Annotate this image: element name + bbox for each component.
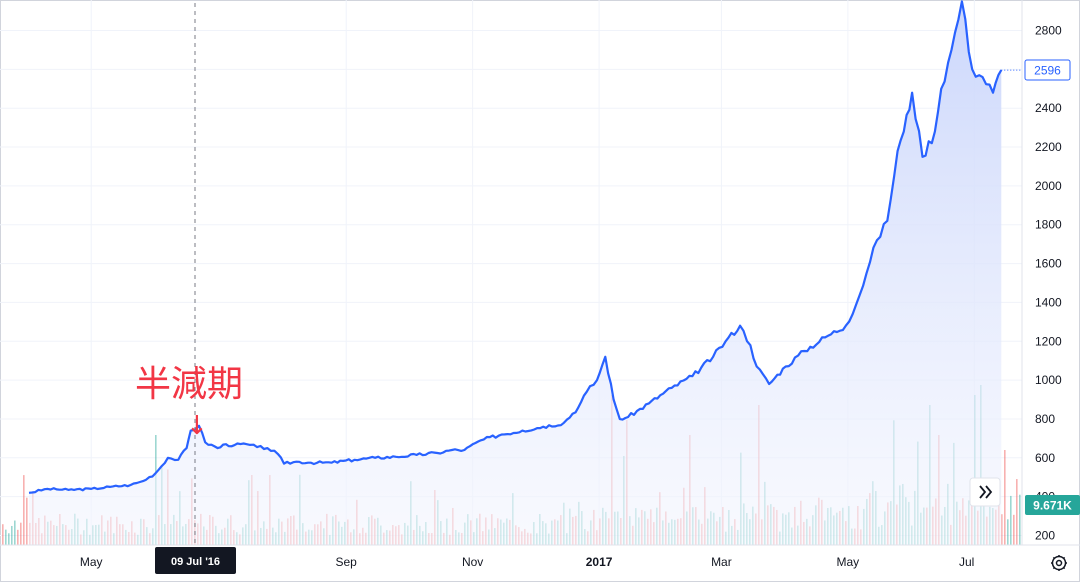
svg-text:2596: 2596: [1034, 64, 1061, 78]
y-tick-label: 2000: [1035, 179, 1062, 193]
volume-bar: [11, 525, 13, 545]
halving-annotation: 半減期: [135, 364, 243, 405]
volume-bar: [8, 533, 10, 545]
volume-bar: [1016, 479, 1018, 545]
y-tick-label: 1000: [1035, 373, 1062, 387]
x-tick-label: Sep: [336, 555, 358, 569]
y-tick-label: 600: [1035, 451, 1055, 465]
svg-text:09 Jul '16: 09 Jul '16: [171, 556, 220, 568]
y-tick-label: 800: [1035, 412, 1055, 426]
crosshair-time-label: 09 Jul '16: [155, 547, 236, 574]
gear-icon: [1051, 555, 1067, 571]
volume-bar: [1004, 450, 1006, 545]
volume-bar: [1007, 519, 1009, 545]
volume-bar: [5, 529, 7, 545]
price-area: [28, 0, 1022, 545]
last-price-badge: 2596: [1024, 59, 1071, 81]
y-tick-label: 2200: [1035, 140, 1062, 154]
volume-bar: [2, 524, 4, 545]
x-tick-label: May: [837, 555, 860, 569]
volume-bar: [23, 475, 25, 545]
volume-bar: [1001, 514, 1003, 545]
svg-text:9.671K: 9.671K: [1033, 499, 1072, 513]
volume-bar: [14, 520, 16, 545]
time-axis[interactable]: May Sep Nov 2017 Mar May Jul: [80, 555, 974, 569]
volume-bar: [20, 522, 22, 545]
volume-bar: [1010, 495, 1012, 545]
price-area-fill: [29, 1, 1002, 545]
x-tick-label: Mar: [711, 555, 732, 569]
scroll-to-realtime-button[interactable]: [969, 477, 1001, 507]
price-line: [28, 0, 1003, 494]
y-tick-label: 200: [1035, 529, 1055, 543]
volume-bar: [26, 497, 28, 545]
x-tick-label: 2017: [586, 555, 613, 569]
y-tick-label: 2400: [1035, 101, 1062, 115]
volume-badge: 9.671K: [1025, 495, 1080, 515]
volume-bar: [1019, 494, 1021, 545]
halving-arrow-icon: ↓: [186, 411, 208, 441]
chart-settings-button[interactable]: [1051, 555, 1067, 571]
x-tick-label: Nov: [462, 555, 483, 569]
x-tick-label: May: [80, 555, 103, 569]
chevron-double-right-icon: [979, 485, 993, 499]
y-tick-label: 1600: [1035, 257, 1062, 271]
y-tick-label: 2800: [1035, 24, 1062, 38]
volume-bar: [1013, 514, 1015, 545]
x-tick-label: Jul: [959, 555, 974, 569]
y-tick-label: 1400: [1035, 295, 1062, 309]
y-tick-label: 1800: [1035, 218, 1062, 232]
y-tick-label: 1200: [1035, 334, 1062, 348]
volume-bar: [17, 529, 19, 545]
